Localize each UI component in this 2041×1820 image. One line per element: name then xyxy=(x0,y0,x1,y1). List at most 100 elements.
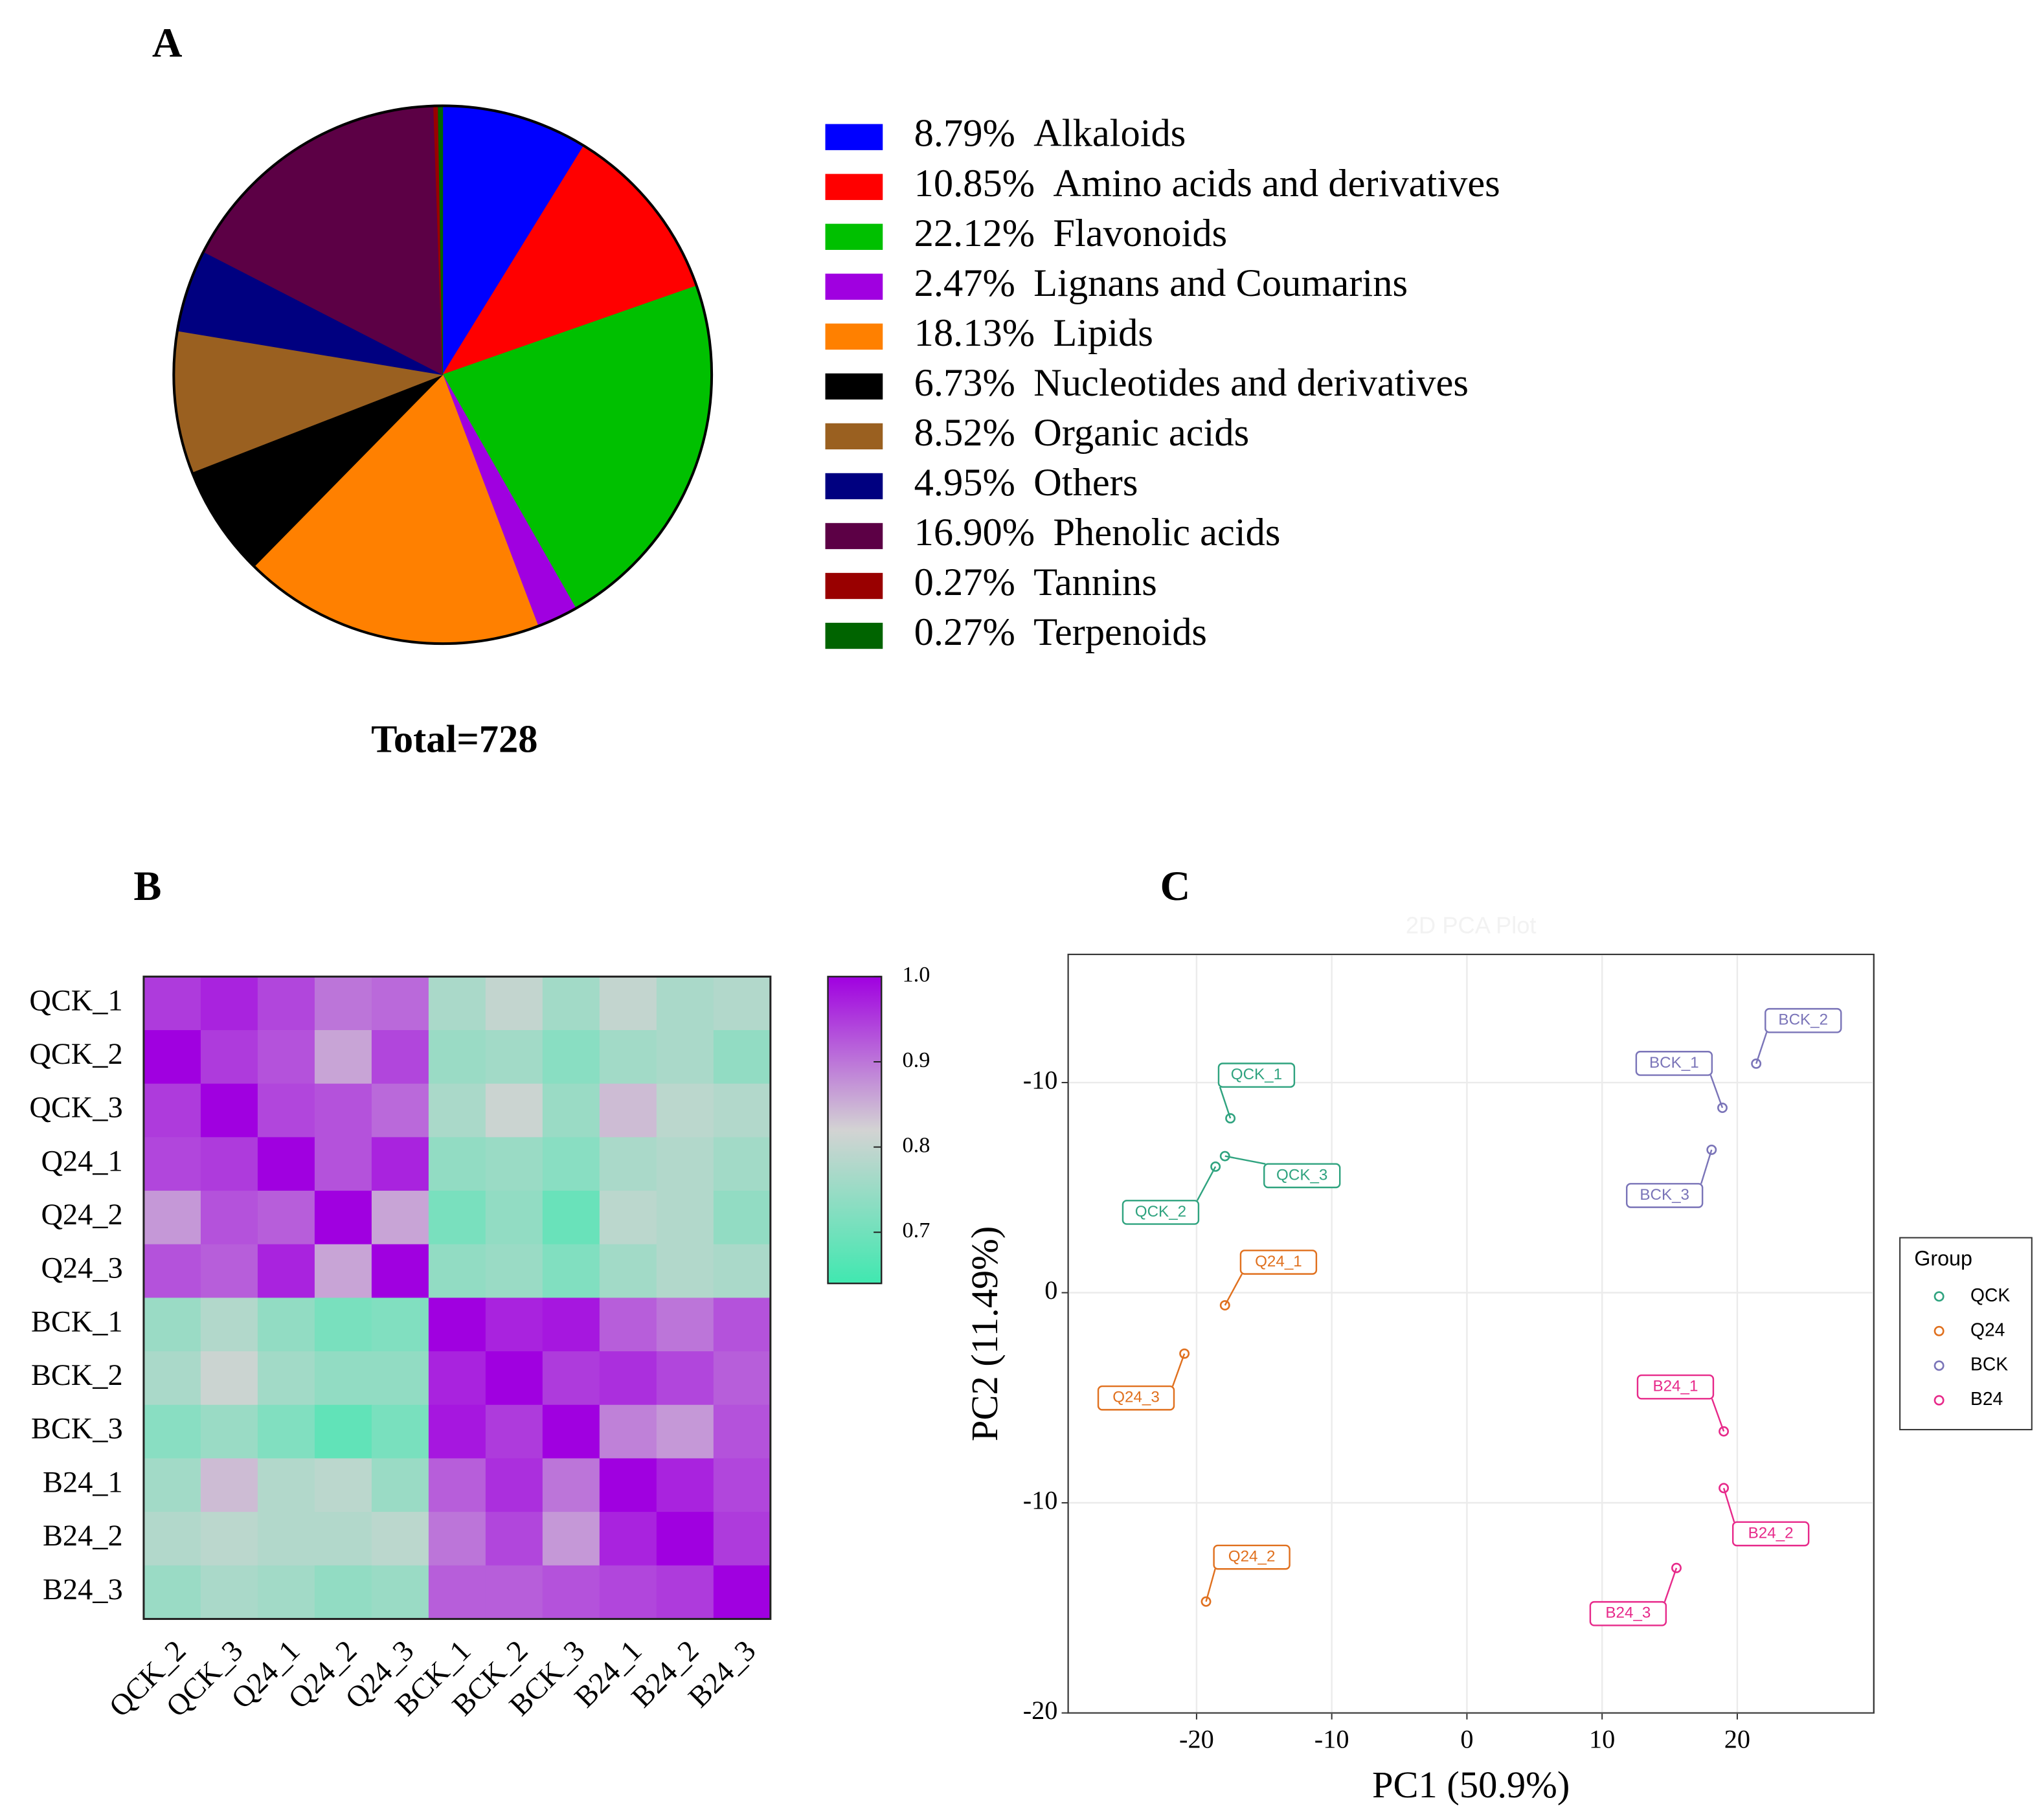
point-label: QCK_1 xyxy=(1231,1066,1282,1083)
heatmap-cell xyxy=(542,1244,600,1299)
heatmap-cell xyxy=(428,1137,486,1192)
legend-marker xyxy=(1934,1395,1945,1406)
label-box xyxy=(1625,1183,1704,1208)
legend-percent: 8.52% xyxy=(914,411,1015,455)
heatmap-cell xyxy=(143,1404,201,1459)
point-label: B24_1 xyxy=(1652,1378,1698,1395)
row-label: B24_1 xyxy=(43,1466,123,1499)
pie-outline xyxy=(172,104,714,646)
heatmap-cell xyxy=(314,1351,372,1406)
heatmap-cell xyxy=(314,1244,372,1299)
panel-label: C xyxy=(1160,863,1191,909)
heatmap-cell xyxy=(713,1137,771,1192)
heatmap-cell xyxy=(656,1244,714,1299)
heatmap-cell xyxy=(656,1404,714,1459)
legend-percent: 0.27% xyxy=(914,611,1015,654)
heatmap-cell xyxy=(656,1030,714,1084)
point-label: BCK_1 xyxy=(1649,1054,1699,1072)
legend-label: 0.27% Tannins xyxy=(914,561,1157,604)
label-leader xyxy=(1196,1166,1217,1201)
point-label: Q24_1 xyxy=(1255,1253,1302,1270)
heatmap-cell xyxy=(257,1512,315,1566)
point xyxy=(1671,1562,1682,1573)
y-axis-label: PC2 (11.49%) xyxy=(964,1226,1006,1441)
heatmap-cell xyxy=(143,1458,201,1513)
heatmap-cell xyxy=(713,1244,771,1299)
colorbar-tick-label: 0.7 xyxy=(903,1218,930,1242)
point xyxy=(1706,1144,1717,1155)
heatmap-cell xyxy=(656,1191,714,1245)
legend-percent: 18.13% xyxy=(914,311,1035,355)
legend-label: 0.27% Terpenoids xyxy=(914,611,1207,654)
label-box xyxy=(1263,1163,1341,1189)
heatmap-cell xyxy=(257,976,315,1031)
heatmap-cell xyxy=(257,1458,315,1513)
heatmap-cell xyxy=(485,1137,543,1192)
legend-percent: 2.47% xyxy=(914,262,1015,305)
heatmap-cell xyxy=(200,1565,258,1620)
row-label: Q24_2 xyxy=(41,1198,122,1231)
point-label: Q24_2 xyxy=(1228,1547,1276,1565)
legend-percent: 22.12% xyxy=(914,212,1035,255)
heatmap-cell xyxy=(656,1083,714,1138)
legend-name: Nucleotides and derivatives xyxy=(1033,361,1469,405)
legend-marker xyxy=(1934,1360,1945,1371)
legend-label: 22.12% Flavonoids xyxy=(914,212,1228,255)
heatmap-cell xyxy=(200,976,258,1031)
heatmap-cell xyxy=(428,1030,486,1084)
legend-swatch xyxy=(825,373,883,400)
heatmap-cell xyxy=(257,1083,315,1138)
legend-box xyxy=(1899,1237,2033,1431)
legend-label: QCK xyxy=(1970,1285,2010,1305)
point xyxy=(1219,1300,1230,1311)
heatmap-cell xyxy=(713,976,771,1031)
row-label: Q24_3 xyxy=(41,1252,122,1285)
point xyxy=(1719,1426,1730,1437)
y-tick-label: 0 xyxy=(1044,1275,1057,1305)
heatmap-cell xyxy=(371,1351,429,1406)
heatmap-cell xyxy=(485,1298,543,1353)
heatmap-cell xyxy=(485,1191,543,1245)
label-leader xyxy=(1205,1568,1216,1602)
heatmap-cell xyxy=(542,1512,600,1566)
colorbar xyxy=(827,976,883,1285)
heatmap-cell xyxy=(599,1351,657,1406)
heatmap-cell xyxy=(656,1512,714,1566)
legend-label: 10.85% Amino acids and derivatives xyxy=(914,162,1500,205)
heatmap-cell xyxy=(713,1512,771,1566)
heatmap-cell xyxy=(257,1298,315,1353)
heatmap-cell xyxy=(257,1191,315,1245)
heatmap-cell xyxy=(200,1404,258,1459)
label-leader xyxy=(1219,1086,1232,1119)
heatmap-cell xyxy=(485,1351,543,1406)
legend-name: Phenolic acids xyxy=(1053,511,1280,554)
heatmap-cell xyxy=(371,1030,429,1084)
label-box xyxy=(1731,1521,1810,1547)
heatmap-cell xyxy=(599,1030,657,1084)
heatmap-cell xyxy=(542,1458,600,1513)
heatmap-cell xyxy=(542,1298,600,1353)
row-label: QCK_3 xyxy=(29,1092,122,1125)
legend-percent: 6.73% xyxy=(914,361,1015,405)
heatmap-cell xyxy=(143,1565,201,1620)
heatmap-cell xyxy=(485,1458,543,1513)
heatmap-cell xyxy=(599,1137,657,1192)
label-box xyxy=(1213,1544,1291,1570)
heatmap-cell xyxy=(713,1298,771,1353)
heatmap-cell xyxy=(485,1083,543,1138)
colorbar-tick-label: 0.8 xyxy=(903,1132,930,1157)
row-label: QCK_1 xyxy=(29,984,122,1017)
x-tick-label: 10 xyxy=(1589,1724,1615,1753)
heatmap-cell xyxy=(485,1512,543,1566)
row-label: B24_3 xyxy=(43,1573,123,1606)
heatmap-cell xyxy=(485,1565,543,1620)
heatmap-cell xyxy=(599,1458,657,1513)
x-tick-label: -10 xyxy=(1314,1724,1349,1753)
heatmap-cell xyxy=(371,976,429,1031)
heatmap-cell xyxy=(428,1458,486,1513)
row-label: BCK_3 xyxy=(31,1413,123,1446)
heatmap-cell xyxy=(428,1244,486,1299)
label-box xyxy=(1097,1385,1175,1411)
heatmap-cell xyxy=(200,1191,258,1245)
label-box xyxy=(1239,1250,1318,1275)
